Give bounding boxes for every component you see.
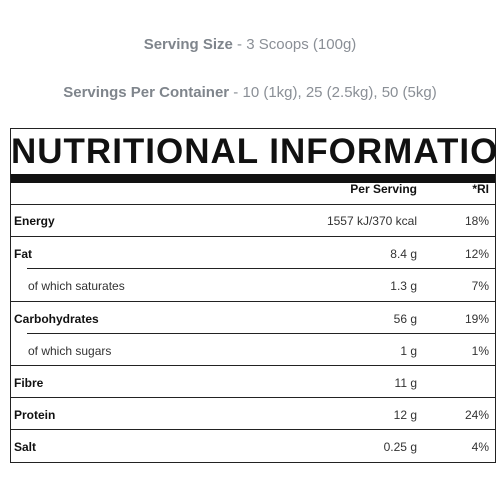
row-per-serving: 56 g: [393, 312, 417, 326]
row-divider: [27, 268, 495, 269]
panel-title: NUTRITIONAL INFORMATION: [11, 132, 500, 171]
row-ri: 1%: [471, 344, 489, 358]
row-per-serving: 1 g: [400, 344, 417, 358]
row-ri: 12%: [464, 247, 489, 261]
row-per-serving: 8.4 g: [390, 247, 417, 261]
row-per-serving: 1557 kJ/370 kcal: [326, 214, 417, 228]
row-per-serving: 0.25 g: [383, 440, 417, 454]
row-per-serving: 1.3 g: [390, 279, 417, 293]
row-divider: [11, 429, 495, 430]
row-divider: [27, 333, 495, 334]
row-name: Protein: [14, 408, 56, 422]
serving-size-label: Serving Size: [143, 36, 233, 53]
row-ri: 24%: [464, 408, 489, 422]
row-divider: [11, 397, 495, 398]
header-per-serving: Per Serving: [350, 182, 417, 196]
servings-per-container-value: - 10 (1kg), 25 (2.5kg), 50 (5kg): [229, 84, 437, 101]
title-rule: [11, 174, 495, 183]
row-divider: [11, 301, 495, 302]
row-name: Energy: [14, 214, 55, 228]
row-name: of which sugars: [28, 344, 112, 358]
row-per-serving: 11 g: [394, 376, 417, 390]
row-ri: 18%: [464, 214, 489, 228]
servings-per-container-line: Servings Per Container - 10 (1kg), 25 (2…: [0, 84, 500, 101]
row-name: of which saturates: [28, 279, 125, 293]
row-ri: 19%: [464, 312, 489, 326]
row-name: Fat: [14, 247, 32, 261]
header-ri: *RI: [472, 182, 489, 196]
row-divider: [11, 204, 495, 205]
row-divider: [11, 236, 495, 237]
row-per-serving: 12 g: [393, 408, 417, 422]
row-name: Carbohydrates: [14, 312, 99, 326]
row-name: Fibre: [14, 376, 44, 390]
row-name: Salt: [14, 440, 37, 454]
serving-size-line: Serving Size - 3 Scoops (100g): [0, 36, 500, 53]
row-divider: [11, 365, 495, 366]
nutrition-panel: NUTRITIONAL INFORMATION Per Serving *RI …: [10, 128, 500, 463]
row-ri: 4%: [471, 440, 489, 454]
row-ri: 7%: [471, 279, 489, 293]
servings-per-container-label: Servings Per Container: [63, 84, 230, 101]
serving-size-value: - 3 Scoops (100g): [232, 36, 357, 53]
